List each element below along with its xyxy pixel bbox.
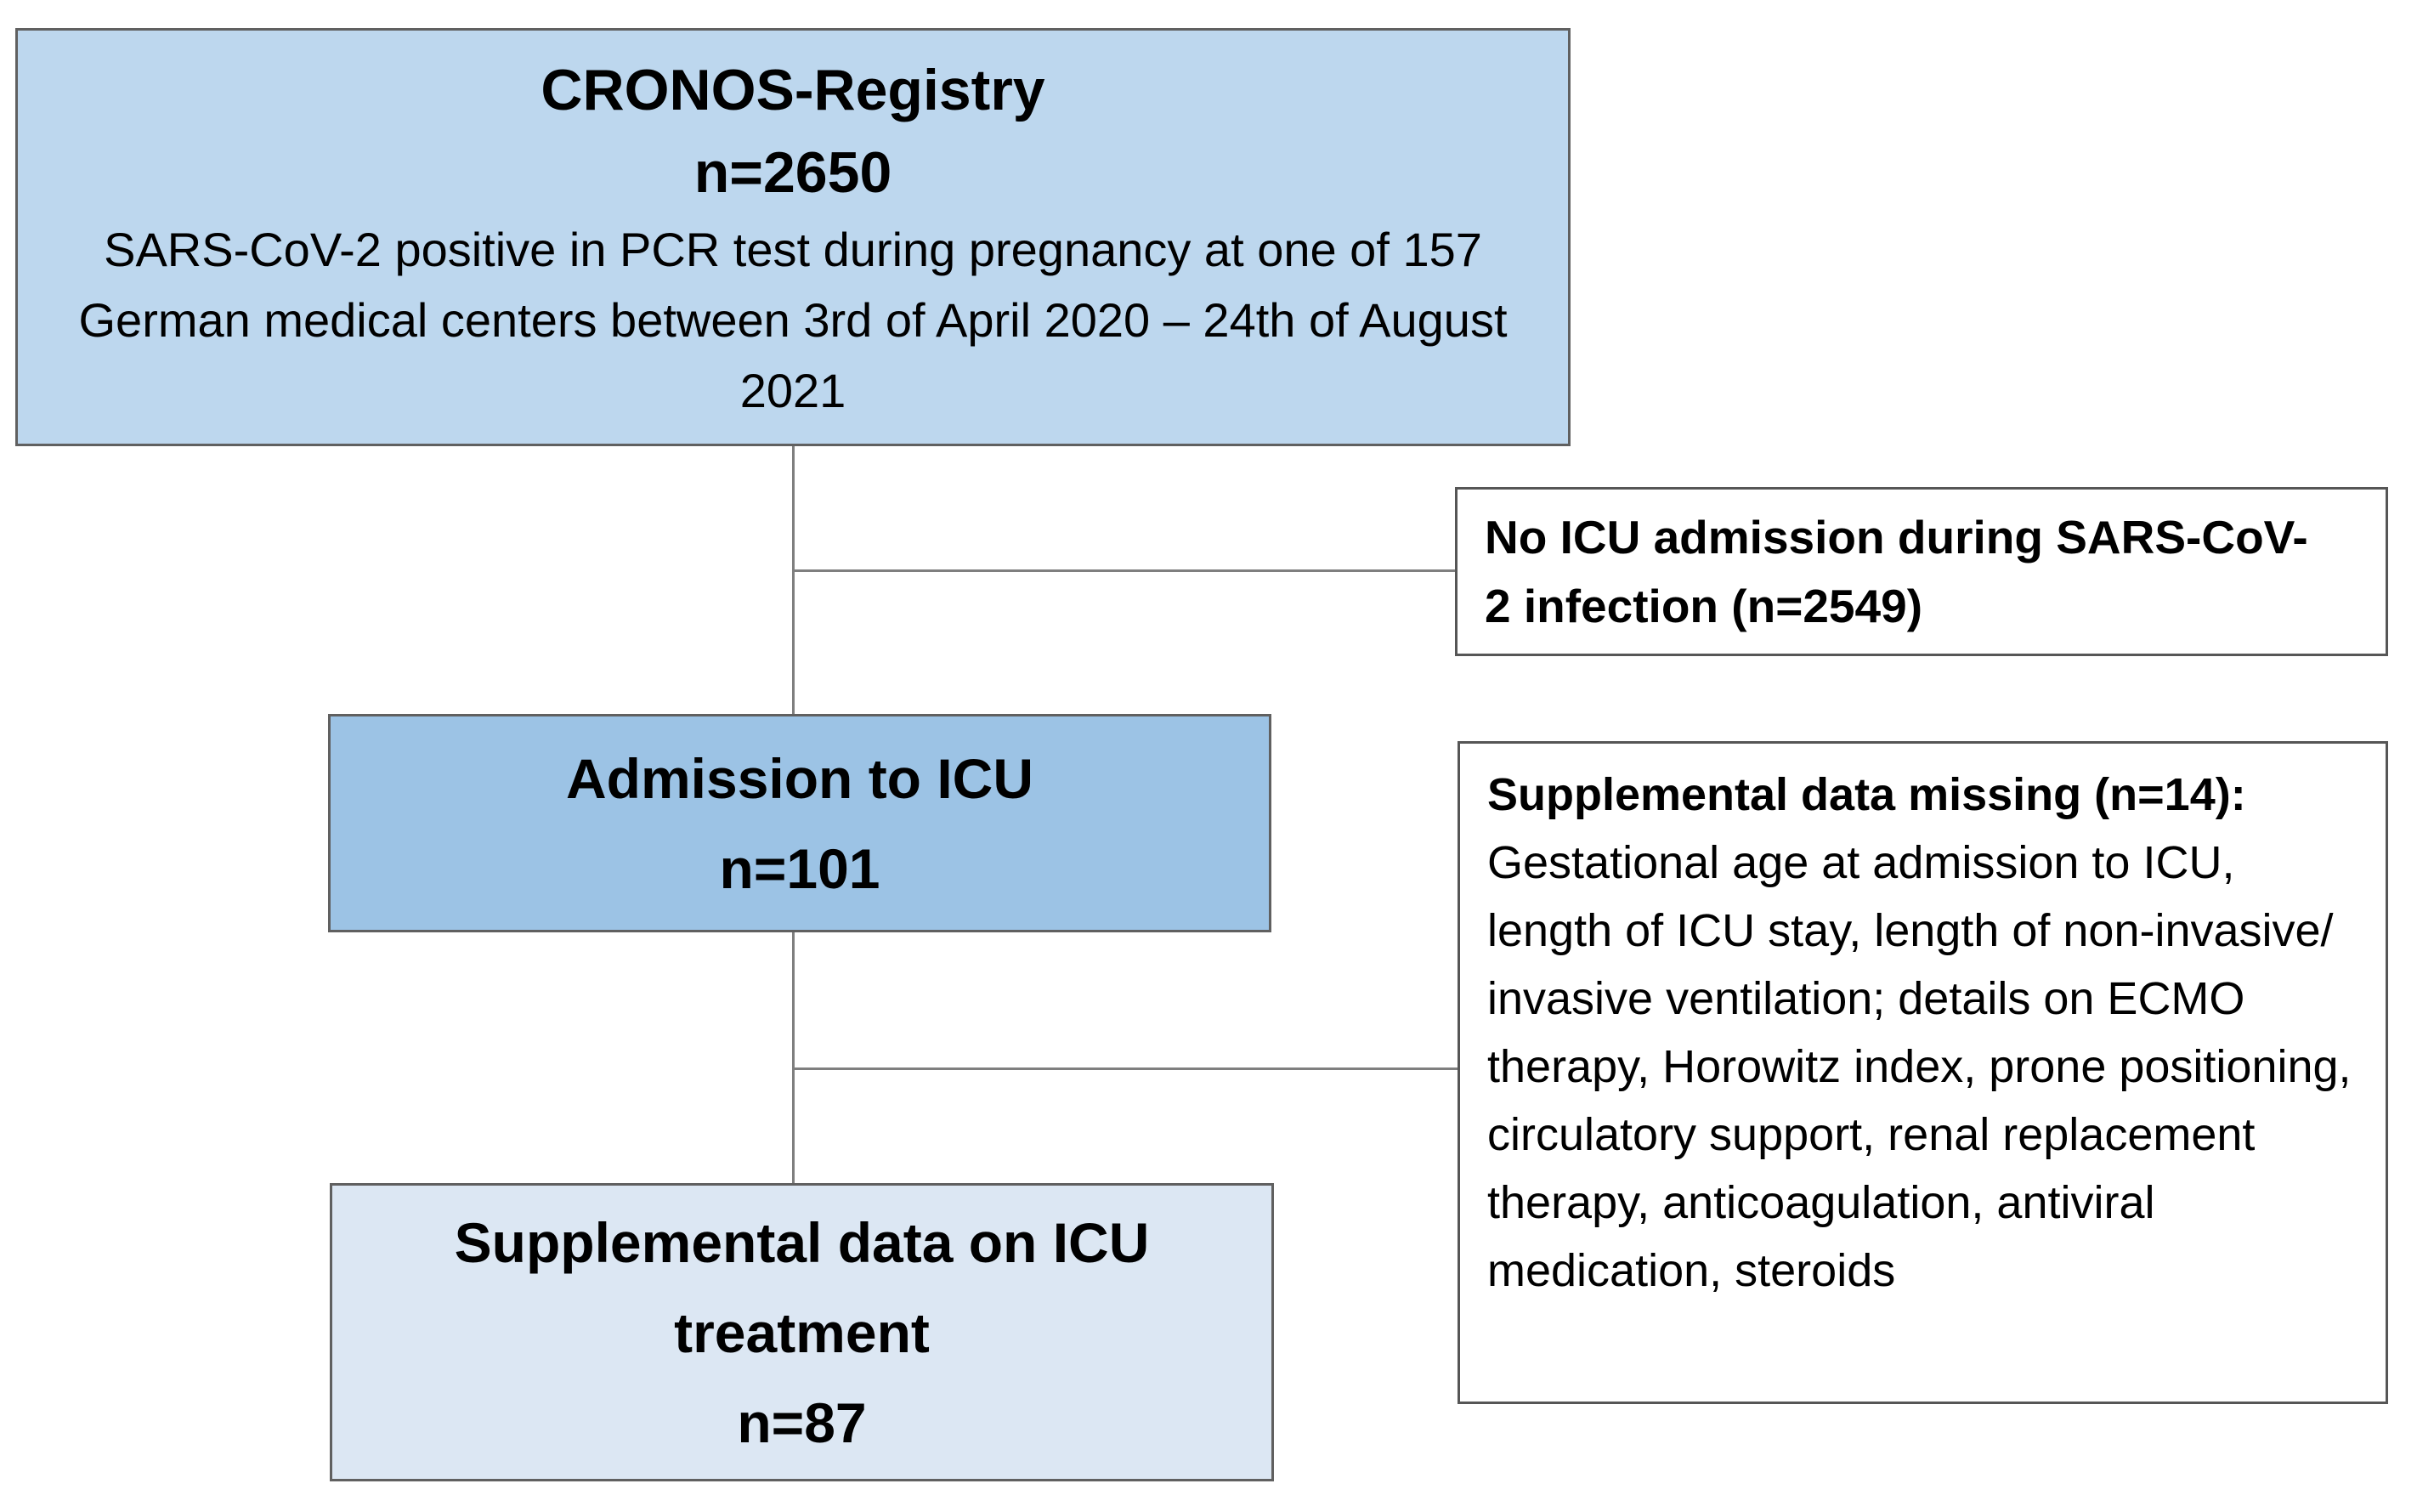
connector-icu-to-supplemental-line [792,932,795,1183]
supplemental-data-n-count: n=87 [737,1390,867,1454]
supplemental-data-title: Supplemental data on ICU treatment [454,1210,1150,1364]
no-icu-admission-box: No ICU admission during SARS-CoV-2 infec… [1455,487,2388,656]
registry-description: SARS-CoV-2 positive in PCR test during p… [78,222,1508,417]
no-icu-admission-text: No ICU admission during SARS-CoV-2 infec… [1485,510,2308,632]
supplemental-missing-box: Supplemental data missing (n=14): Gestat… [1458,741,2388,1404]
registry-box: CRONOS-Registry n=2650 SARS-CoV-2 positi… [15,28,1571,446]
registry-n-count: n=2650 [693,139,892,205]
connector-registry-to-icu-line [792,446,795,714]
connector-to-missing-line [792,1067,1458,1070]
registry-title: CRONOS-Registry [541,57,1045,122]
supplemental-data-box: Supplemental data on ICU treatment n=87 [330,1183,1274,1481]
icu-admission-n-count: n=101 [719,836,880,900]
supplemental-missing-title: Supplemental data missing (n=14): [1487,769,2246,820]
icu-admission-title: Admission to ICU [565,746,1033,810]
icu-admission-box: Admission to ICU n=101 [328,714,1271,932]
connector-to-no-icu-line [792,569,1455,572]
supplemental-missing-details: Gestational age at admission to ICU, len… [1487,837,2352,1296]
